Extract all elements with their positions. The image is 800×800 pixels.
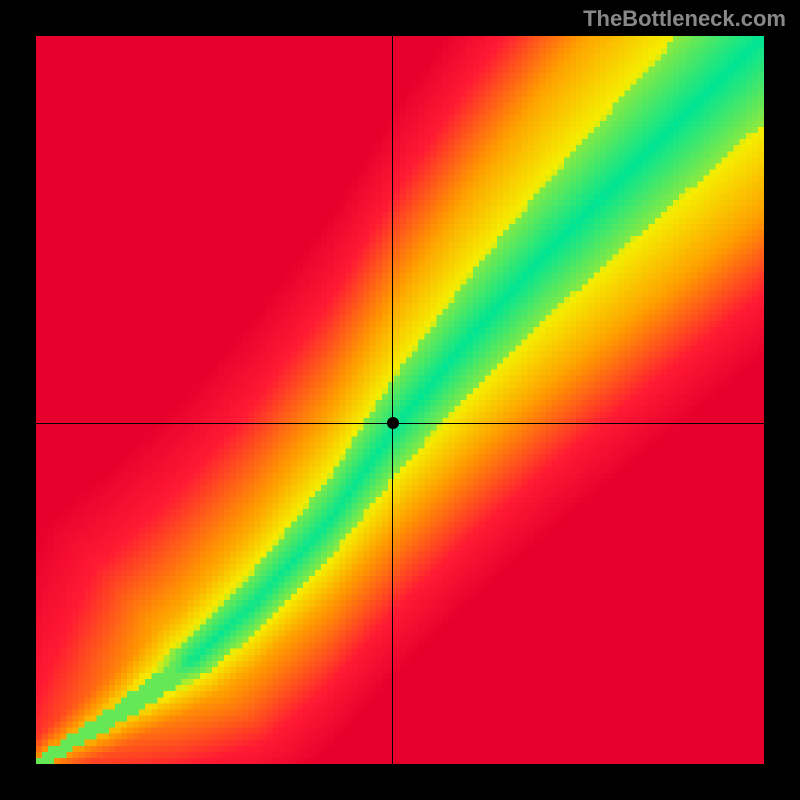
heatmap-canvas — [36, 36, 764, 764]
plot-area — [36, 36, 764, 764]
attribution-label: TheBottleneck.com — [583, 6, 786, 32]
chart-container: TheBottleneck.com — [0, 0, 800, 800]
